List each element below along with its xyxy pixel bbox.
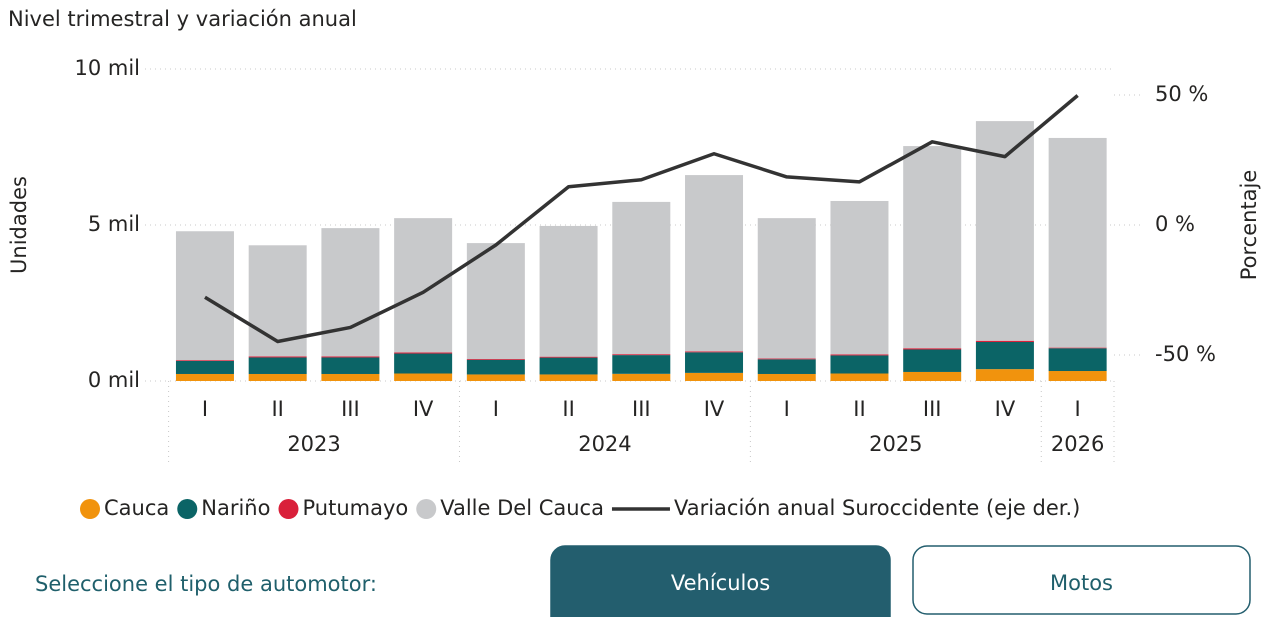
control-label: Seleccione el tipo de automotor: [35, 572, 377, 596]
bar-segment [321, 373, 380, 381]
bar-segment [975, 342, 1034, 370]
bar-segment [757, 359, 816, 374]
x-tick-label: IV [413, 397, 434, 421]
legend-label: Variación anual Suroccidente (eje der.) [674, 496, 1080, 520]
bar-segment [539, 225, 598, 357]
line [204, 94, 1079, 344]
x-tick-label: I [493, 397, 499, 421]
bar-segment [175, 231, 234, 361]
x-group-label: 2026 [1051, 432, 1104, 456]
option-label[interactable]: Motos [1050, 571, 1113, 595]
bar-segment [466, 374, 525, 381]
x-tick-label: II [562, 397, 574, 421]
bar-segment [539, 374, 598, 381]
bar-segment [321, 356, 380, 358]
legend-label: Valle Del Cauca [440, 496, 604, 520]
bar-segment [466, 359, 525, 360]
bar-segment [612, 355, 671, 374]
x-tick-label: I [1075, 397, 1081, 421]
x-tick-label: III [923, 397, 942, 421]
bar-segment [539, 356, 598, 358]
bar-segment [1048, 371, 1107, 381]
bar-segment [612, 201, 671, 355]
bar-segment [175, 360, 234, 361]
bar-segment [685, 175, 744, 352]
bar-segment [175, 360, 234, 374]
y-axis-label: Unidades [7, 176, 31, 274]
bar-segment [394, 373, 453, 381]
bar-segment [830, 373, 889, 381]
bar-segment [1048, 348, 1107, 372]
x-tick-label: IV [995, 397, 1016, 421]
option-button[interactable] [912, 545, 1251, 615]
legend-label: Putumayo [302, 496, 408, 520]
y2-axis-label: Porcentaje [1237, 170, 1261, 281]
chart-title: Nivel trimestral y variación anual [8, 7, 357, 31]
bar-segment [1048, 137, 1107, 348]
bar-segment [394, 218, 453, 353]
bar-segment [466, 359, 525, 375]
bar-segment [903, 371, 962, 381]
legend-label: Cauca [104, 496, 169, 520]
bar-segment [321, 228, 380, 357]
y-tick-label: 10 mil [74, 56, 140, 80]
x-tick-label: III [341, 397, 360, 421]
legend-label: Nariño [201, 496, 270, 520]
bar-segment [466, 243, 525, 360]
x-tick-label: IV [704, 397, 725, 421]
x-tick-label: II [271, 397, 283, 421]
bar-segment [539, 357, 598, 375]
x-tick-label: II [853, 397, 865, 421]
bar-segment [394, 353, 453, 374]
bar-segment [903, 146, 962, 349]
x-tick-label: III [632, 397, 651, 421]
bar-segment [685, 372, 744, 381]
option-button[interactable] [550, 545, 891, 617]
y-tick-label: 5 mil [88, 212, 140, 236]
bar-segment [830, 200, 889, 355]
legend-swatch [177, 499, 198, 519]
option-label[interactable]: Vehículos [671, 571, 770, 595]
bar-segment [175, 373, 234, 381]
bar-segment [248, 356, 307, 358]
x-group-label: 2024 [578, 432, 631, 456]
legend-swatch [278, 499, 299, 519]
bar-segment [612, 354, 671, 356]
bar-segment [685, 351, 744, 353]
y-tick-label: 0 mil [88, 368, 140, 392]
legend-swatch [416, 499, 437, 519]
x-tick-label: I [202, 397, 208, 421]
bar-segment [248, 357, 307, 374]
y2-tick-label: 50 % [1155, 82, 1208, 106]
x-group-label: 2025 [869, 432, 922, 456]
bar-segment [975, 340, 1034, 342]
bar-segment [685, 352, 744, 373]
bar-segment [321, 357, 380, 374]
x-tick-label: I [784, 397, 790, 421]
bar-segment [248, 373, 307, 381]
bar-segment [612, 373, 671, 381]
bar-segment [394, 352, 453, 354]
bar-segment [903, 348, 962, 350]
bar-segment [757, 218, 816, 359]
bar-segment [757, 358, 816, 360]
y2-tick-label: 0 % [1155, 212, 1195, 236]
bar-segment [830, 355, 889, 374]
y2-tick-label: -50 % [1155, 342, 1216, 366]
legend-swatch [80, 499, 100, 519]
bar-segment [903, 349, 962, 372]
bar-segment [1048, 347, 1107, 349]
bar-segment [975, 369, 1034, 381]
bar-segment [757, 373, 816, 381]
bar-segment [830, 354, 889, 356]
x-group-label: 2023 [287, 432, 340, 456]
